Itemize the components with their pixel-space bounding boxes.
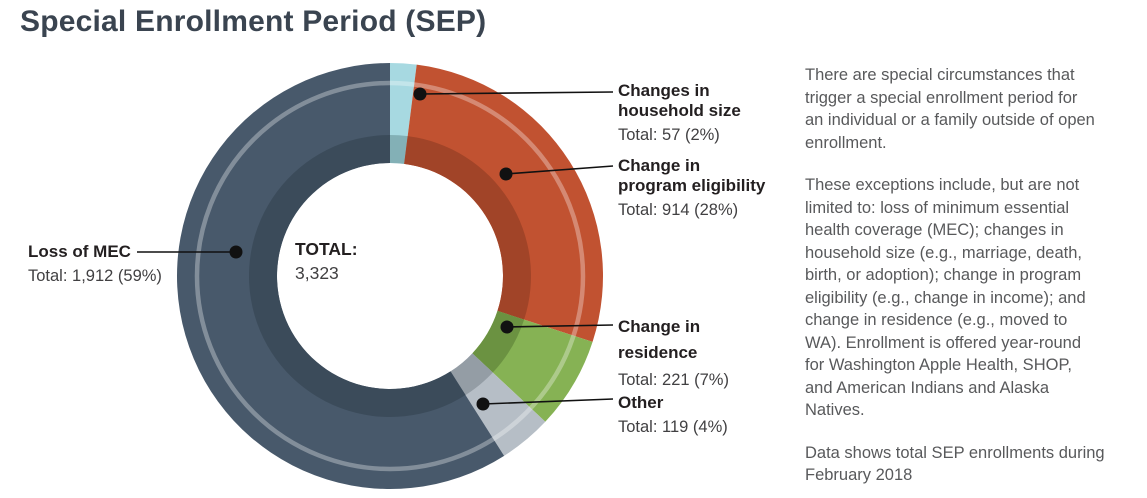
callout-line-program-eligibility: [505, 165, 614, 175]
donut-slice-inner-shade-other: [450, 353, 493, 396]
callout-line-other: [482, 398, 614, 405]
callout-dot-other: [476, 397, 490, 411]
callout-total: Total: 1,912 (59%): [28, 267, 162, 285]
callout-title: Loss of MEC: [28, 242, 131, 261]
callout-total: Total: 57 (2%): [618, 126, 720, 144]
donut-chart: [137, 63, 614, 490]
callout-title: Other: [618, 393, 664, 412]
callout-dots: [229, 87, 514, 411]
callout-household-size: Changes in household size Total: 57 (2%): [618, 81, 741, 145]
callout-total: Total: 914 (28%): [618, 201, 739, 219]
callout-dot-loss-of-mec: [229, 245, 243, 259]
callout-line-residence: [506, 324, 614, 328]
total-value: 3,323: [295, 263, 339, 283]
donut-slice-inner-shade-change-in-program-eligibility: [404, 136, 532, 320]
description-paragraph-2: These exceptions include, but are not li…: [805, 176, 1086, 419]
description-paragraph-1: There are special circumstances that tri…: [805, 66, 1095, 152]
donut-slice-inner-shade-loss-of-mec: [248, 135, 466, 418]
callout-loss-of-mec: Loss of MEC Total: 1,912 (59%): [28, 242, 162, 286]
callout-title: Changes in household size: [618, 81, 741, 120]
donut-slices: [176, 63, 604, 490]
donut-center-label: TOTAL: 3,323: [295, 239, 358, 284]
callout-other: Other Total: 119 (4%): [618, 393, 728, 437]
callout-program-eligibility: Change in program eligibility Total: 914…: [618, 156, 765, 220]
donut-slice-inner-shade-changes-in-household-size: [390, 135, 408, 164]
callout-dot-household-size: [413, 87, 427, 101]
total-label: TOTAL:: [295, 239, 358, 259]
callout-total: Total: 221 (7%): [618, 371, 729, 389]
callout-dot-residence: [500, 320, 514, 334]
description-paragraph-3: Data shows total SEP enrollments during …: [805, 443, 1105, 485]
callout-lines: [137, 91, 614, 405]
callout-total: Total: 119 (4%): [618, 418, 728, 436]
callout-residence: Change in residence Total: 221 (7%): [618, 314, 729, 390]
description-panel: There are special circumstances that tri…: [805, 64, 1147, 487]
ring-highlight-stroke: [194, 80, 586, 472]
callout-dot-program-eligibility: [499, 167, 513, 181]
callout-title: Change in program eligibility: [618, 156, 766, 195]
donut-slice-loss-of-mec: [176, 63, 505, 490]
callout-line-household-size: [419, 91, 614, 95]
callout-title: Change in residence: [618, 317, 701, 362]
page-title: Special Enrollment Period (SEP): [20, 5, 487, 38]
